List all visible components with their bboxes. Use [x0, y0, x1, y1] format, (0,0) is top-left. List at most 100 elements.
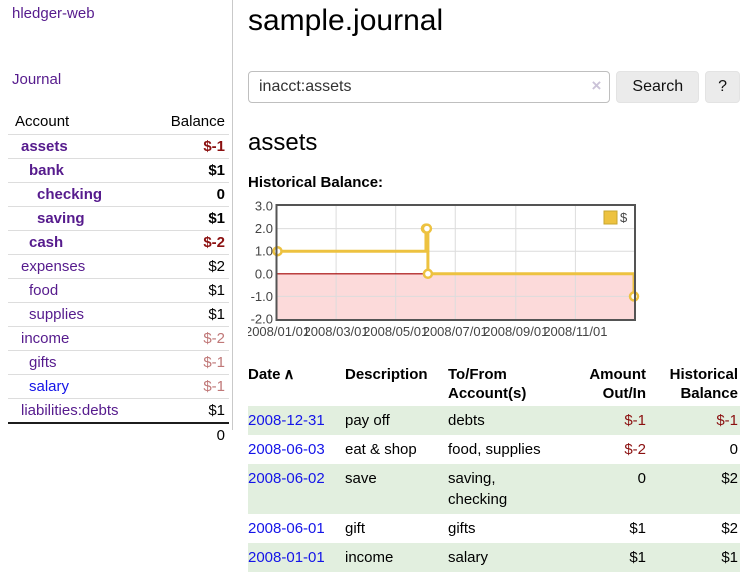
register-header-accounts: To/From Account(s)	[448, 366, 527, 402]
transaction-balance: $2	[721, 520, 738, 537]
transaction-date-link[interactable]: 2008-01-01	[248, 549, 325, 566]
sidebar: hledger-web Journal Account Balance asse…	[0, 0, 233, 447]
account-link[interactable]: gifts	[29, 354, 57, 371]
register-row: 2008-06-02 save saving, checking 0 $2	[248, 464, 740, 514]
account-balance: $1	[118, 302, 229, 327]
search-input[interactable]	[248, 71, 611, 103]
account-link[interactable]: income	[21, 330, 70, 347]
x-axis-tick-label: 2008/03/01	[304, 324, 369, 339]
help-button[interactable]: ?	[705, 71, 740, 103]
account-row: checking 0	[8, 182, 229, 207]
main-content: sample.journal × Search ? assets Histori…	[245, 0, 740, 572]
historical-balance-chart: $3.0 2.0 1.0 0.0 -1.0 -2.0 2008/01/01 2008/03/0…	[245, 199, 740, 346]
account-link[interactable]: liabilities:debts	[21, 402, 119, 419]
transaction-description: income	[345, 549, 394, 566]
transaction-date-link[interactable]: 2008-12-31	[248, 412, 325, 429]
register-header-description: Description	[345, 366, 428, 383]
plot-border	[275, 204, 636, 321]
account-balance: $-1	[118, 374, 229, 399]
account-balance: $-1	[118, 350, 229, 375]
data-point-marker	[421, 223, 433, 234]
transaction-amount: $-2	[624, 441, 646, 458]
y-axis-tick-label: -1.0	[251, 289, 273, 304]
search-button[interactable]: Search	[616, 71, 700, 103]
transaction-balance: $-1	[716, 412, 738, 429]
account-balance: $1	[118, 206, 229, 231]
register-row: 2008-01-01 income salary $1 $1	[248, 543, 740, 572]
y-axis-tick-label: 1.0	[255, 244, 273, 259]
account-link[interactable]: checking	[37, 186, 103, 203]
register-header-balance: Historical Balance	[669, 366, 738, 402]
account-link[interactable]: saving	[37, 210, 85, 227]
transaction-amount: 0	[637, 470, 646, 487]
x-axis-tick-label: 2008/11/01	[543, 324, 607, 339]
register-row: 2008-12-31 pay off debts $-1 $-1	[248, 406, 740, 435]
account-balance: $-1	[118, 134, 229, 159]
account-row: cash $-2	[8, 230, 229, 255]
transaction-accounts: salary	[448, 549, 489, 566]
transaction-balance: $2	[721, 470, 738, 487]
y-axis-tick-label: 0.0	[255, 266, 273, 281]
legend-label: $	[620, 210, 628, 225]
account-balance: $-2	[118, 326, 229, 351]
account-row: supplies $1	[8, 302, 229, 327]
account-balance: $2	[118, 254, 229, 279]
transaction-accounts: gifts	[448, 520, 476, 537]
account-link[interactable]: cash	[29, 234, 64, 251]
legend-swatch	[603, 210, 618, 225]
accounts-total-row: 0	[8, 422, 229, 447]
register-body: 2008-12-31 pay off debts $-1 $-1 2008-06-03 ea…	[248, 406, 740, 572]
transaction-date-link[interactable]: 2008-06-03	[248, 441, 325, 458]
clear-search-icon[interactable]: ×	[591, 76, 602, 95]
accounts-body: assets $-1 bank $1 checking 0 saving $1 cash $-2 e…	[8, 134, 229, 447]
accounts-header-balance: Balance	[170, 113, 225, 130]
accounts-header-account: Account	[15, 113, 70, 130]
account-row: salary $-1	[8, 374, 229, 399]
x-axis-tick-label: 2008/09/01	[483, 324, 548, 339]
register-row: 2008-06-03 eat & shop food, supplies $-2 0	[248, 435, 740, 464]
register-table: Date ∧ Description To/From Account(s) Amo…	[248, 363, 740, 572]
account-row: assets $-1	[8, 134, 229, 159]
chart-title: Historical Balance:	[248, 174, 384, 191]
transaction-amount: $1	[629, 520, 646, 537]
account-row: liabilities:debts $1	[8, 398, 229, 423]
y-axis-tick-label: 2.0	[255, 221, 273, 236]
transaction-balance: $1	[721, 549, 738, 566]
account-link[interactable]: food	[29, 282, 59, 299]
account-row: saving $1	[8, 206, 229, 231]
search-form: × Search ?	[248, 71, 740, 103]
transaction-accounts: food, supplies	[448, 441, 541, 458]
page-title: sample.journal	[248, 4, 444, 37]
y-axis-tick-label: 3.0	[255, 200, 273, 214]
transaction-date-link[interactable]: 2008-06-02	[248, 470, 325, 487]
accounts-table: Account Balance assets $-1 bank $1 checking 0…	[8, 110, 229, 447]
transaction-balance: 0	[729, 441, 738, 458]
account-balance: 0	[118, 182, 229, 207]
account-link[interactable]: expenses	[21, 258, 86, 275]
register-header-row: Date ∧ Description To/From Account(s) Amo…	[248, 363, 740, 406]
register-header-amount: Amount Out/In	[589, 366, 646, 402]
account-link[interactable]: bank	[29, 162, 65, 179]
register-row: 2008-06-01 gift gifts $1 $2	[248, 514, 740, 543]
sidebar-item-journal[interactable]: Journal	[12, 71, 62, 88]
data-point-marker	[422, 268, 434, 280]
transaction-description: gift	[345, 520, 366, 537]
account-link[interactable]: salary	[29, 378, 70, 395]
y-axis-tick-label: -2.0	[251, 312, 273, 327]
account-link[interactable]: assets	[21, 138, 68, 155]
account-link[interactable]: supplies	[29, 306, 85, 323]
x-axis-tick-label: 2008/05/01	[363, 324, 428, 339]
transaction-date-link[interactable]: 2008-06-01	[248, 520, 325, 537]
account-balance: $1	[118, 398, 229, 423]
transaction-amount: $1	[629, 549, 646, 566]
account-balance: $1	[118, 278, 229, 303]
account-row: bank $1	[8, 158, 229, 183]
account-row: expenses $2	[8, 254, 229, 279]
search-input-wrap: ×	[248, 71, 611, 103]
account-balance: $1	[118, 158, 229, 183]
register-header-date: Date ∧	[248, 366, 295, 383]
app-title-link[interactable]: hledger-web	[12, 5, 95, 22]
account-row: gifts $-1	[8, 350, 229, 375]
x-axis-tick-label: 2008/07/01	[423, 324, 488, 339]
transaction-description: save	[345, 470, 377, 487]
